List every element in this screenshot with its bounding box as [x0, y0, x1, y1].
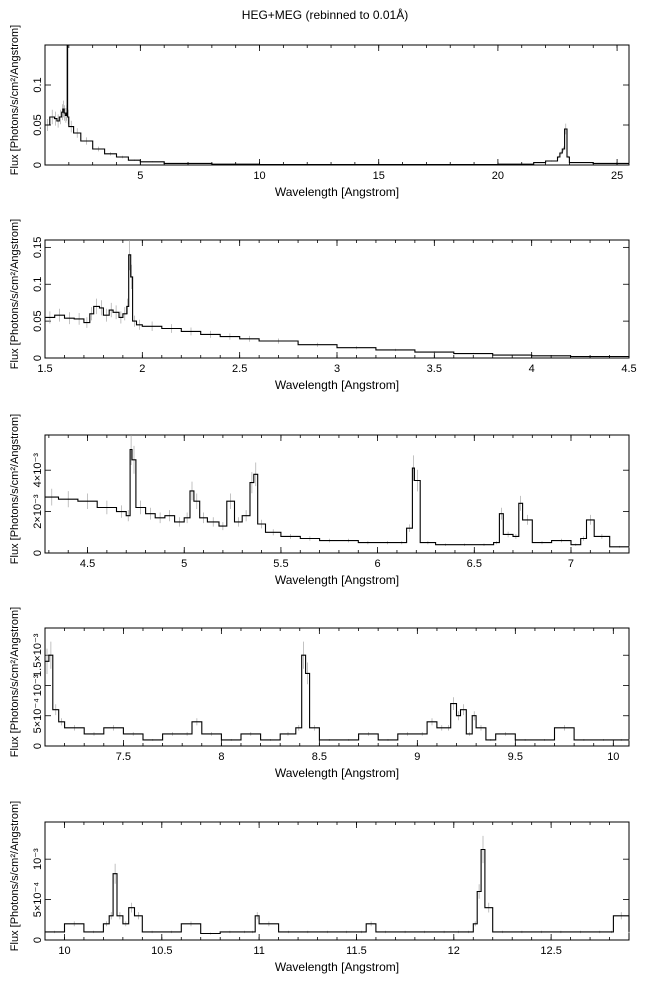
panel-3: 4.5 5 5.5 6 6.5 7 0 2×10⁻³ 4×10⁻³ Wavelength [Ang… — [9, 414, 630, 587]
y-tick-label: 5×10⁻⁴ — [32, 698, 44, 734]
x-tick-label: 9.5 — [508, 751, 523, 763]
y-tick-label: 0 — [32, 937, 44, 943]
x-tick-label: 20 — [492, 170, 504, 182]
y-tick-label: 0.1 — [32, 277, 44, 292]
x-tick-label: 3.5 — [427, 363, 442, 375]
y-tick-label: 4×10⁻³ — [32, 453, 44, 488]
y-tick-label: 0.15 — [32, 237, 44, 258]
panel-4: 7.5 8 8.5 9 9.5 10 0 5×10⁻⁴ 10⁻³1.5×10⁻³ Waveleng… — [9, 607, 630, 780]
x-tick-label: 10 — [58, 945, 70, 957]
figure-title: HEG+MEG (rebinned to 0.01Å) — [241, 8, 409, 22]
x-axis-label: Wavelength [Angstrom] — [275, 766, 399, 780]
spectrum-line — [45, 448, 629, 548]
x-tick-label: 6 — [375, 558, 381, 570]
x-tick-label: 11 — [253, 945, 264, 957]
x-tick-label: 5.5 — [273, 558, 288, 570]
panel-5: 10 10.5 11 11.5 12 12.5 0 5×10⁻⁴ 10⁻³ Wavelength … — [9, 801, 630, 974]
y-axis-label: Flux [Photons/s/cm²/Angstrom] — [9, 801, 21, 951]
spectrum-line — [45, 848, 630, 935]
x-tick-label: 5 — [137, 170, 143, 182]
y-tick-label: 10⁻³ — [32, 674, 44, 696]
y-tick-label: 2×10⁻³ — [32, 494, 44, 529]
y-axis-label: Flux [Photons/s/cm²/Angstrom] — [9, 607, 21, 757]
plot-frame — [44, 627, 630, 747]
x-tick-label: 9 — [414, 751, 420, 763]
x-tick-label: 11.5 — [346, 945, 367, 957]
y-axis-label: Flux [Photons/s/cm²/Angstrom] — [9, 414, 21, 564]
plot-frame — [44, 434, 630, 554]
x-axis-label: Wavelength [Angstrom] — [275, 185, 399, 199]
y-tick-label: 0 — [32, 162, 44, 168]
x-tick-label: 6.5 — [467, 558, 482, 570]
x-axis-label: Wavelength [Angstrom] — [275, 960, 399, 974]
y-tick-label: 0 — [32, 550, 44, 556]
plot-frame — [44, 821, 630, 941]
x-axis-label: Wavelength [Angstrom] — [275, 573, 399, 587]
x-tick-label: 7.5 — [116, 751, 131, 763]
y-tick-label: 5×10⁻⁴ — [32, 882, 44, 918]
y-tick-label: 0.05 — [32, 310, 44, 331]
y-axis-label: Flux [Photons/s/cm²/Angstrom] — [9, 25, 21, 175]
x-axis-label: Wavelength [Angstrom] — [275, 378, 399, 392]
x-tick-label: 5 — [181, 558, 187, 570]
y-tick-label: 0.1 — [32, 77, 44, 92]
plot-frame — [44, 44, 630, 166]
x-tick-label: 8.5 — [312, 751, 327, 763]
x-tick-label: 4 — [529, 363, 535, 375]
spectrum-line — [45, 44, 629, 166]
y-tick-label: 0 — [32, 355, 44, 361]
x-tick-label: 10.5 — [151, 945, 172, 957]
x-tick-label: 3 — [334, 363, 340, 375]
x-tick-label: 15 — [373, 170, 385, 182]
x-tick-label: 12.5 — [540, 945, 561, 957]
panel-2: 1.5 2 2.5 3 3.5 4 4.5 0 0.05 0.1 0.15 Wavelength [A… — [9, 219, 637, 392]
x-tick-label: 4.5 — [621, 363, 636, 375]
x-tick-label: 10 — [253, 170, 265, 182]
x-tick-label: 4.5 — [80, 558, 95, 570]
x-tick-label: 1.5 — [37, 363, 52, 375]
panel-1: 5 10 15 20 25 0 0.05 0.1 Wavelength [Angstrom] Fl… — [9, 25, 630, 199]
spectrum-line — [45, 254, 630, 358]
y-tick-label: 10⁻³ — [32, 848, 44, 870]
x-tick-label: 2.5 — [232, 363, 247, 375]
y-tick-label: 1.5×10⁻³ — [32, 633, 44, 677]
x-tick-label: 2 — [139, 363, 145, 375]
y-axis-label: Flux [Photons/s/cm²/Angstrom] — [9, 219, 21, 369]
y-tick-label: 0.05 — [32, 114, 44, 135]
x-tick-label: 25 — [611, 170, 623, 182]
x-tick-label: 10 — [607, 751, 619, 763]
x-tick-label: 7 — [568, 558, 574, 570]
x-tick-label: 8 — [218, 751, 224, 763]
spectrum-line — [45, 654, 629, 741]
x-tick-label: 12 — [448, 945, 460, 957]
y-tick-label: 0 — [32, 743, 44, 749]
